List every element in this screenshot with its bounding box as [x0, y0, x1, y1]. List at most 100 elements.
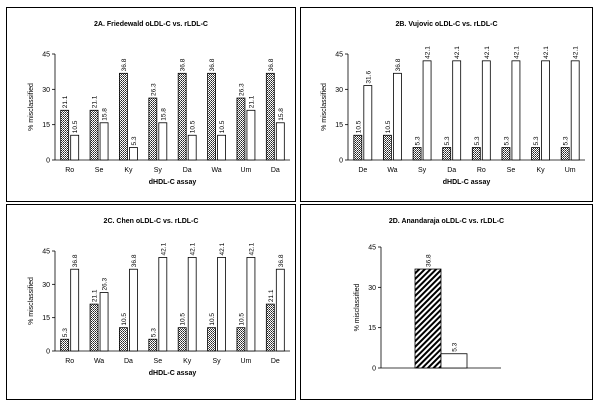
- x-tick-label: Da: [124, 358, 133, 365]
- bar: [471, 147, 481, 161]
- chart-title: 2A. Friedewald oLDL-C vs. rLDL-C: [94, 21, 208, 28]
- bar: [129, 268, 138, 352]
- data-label: 42.1: [513, 46, 520, 59]
- chart-title: 2D. Anandaraja oLDL-C vs. rLDL-C: [388, 218, 505, 225]
- y-tick-label: 15: [42, 315, 50, 322]
- y-tick-label: 15: [368, 325, 376, 332]
- chart-title: 2B. Vujovic oLDL-C vs. rLDL-C: [395, 21, 498, 28]
- bar: [442, 147, 452, 161]
- bar: [207, 72, 216, 161]
- chart-svg: 0 15 30 45 % misclassified 36.8 5.3: [354, 245, 501, 373]
- data-label: 21.1: [248, 95, 255, 108]
- x-tick-label: Ky: [124, 167, 133, 174]
- y-axis-label: % misclassified: [321, 83, 328, 131]
- data-label: 5.3: [474, 136, 481, 145]
- bar: [501, 147, 511, 161]
- bar: [119, 72, 128, 161]
- data-label: 42.1: [425, 46, 432, 59]
- data-label: 5.3: [503, 136, 510, 145]
- panel-2c: 2C. Chen oLDL-C vs. rLDL-C 0 15 30 45 % misc…: [6, 204, 296, 400]
- data-label: 5.3: [415, 136, 422, 145]
- bar: [217, 257, 226, 352]
- x-tick-label: Ro: [477, 167, 486, 174]
- data-label: 10.5: [385, 120, 392, 133]
- bar: [265, 303, 275, 352]
- y-tick-label: 15: [42, 122, 50, 129]
- bar: [177, 327, 187, 352]
- data-label: 5.3: [62, 328, 69, 337]
- y-tick-label: 45: [368, 245, 376, 252]
- bar: [422, 60, 432, 161]
- x-axis-label: dHDL-C assay: [149, 179, 197, 186]
- data-label: 26.3: [102, 278, 109, 291]
- bar: [570, 60, 580, 161]
- bar: [148, 338, 158, 352]
- data-label: 5.3: [452, 342, 459, 351]
- x-tick-label: Se: [154, 358, 163, 365]
- bar: [452, 60, 462, 161]
- data-label: 36.8: [278, 254, 285, 267]
- data-label: 5.3: [533, 136, 540, 145]
- data-label: 42.1: [454, 46, 461, 59]
- data-label: 21.1: [268, 289, 275, 302]
- data-label: 42.1: [190, 242, 197, 255]
- x-tick-label: Um: [565, 167, 576, 174]
- x-tick-label: Da: [183, 167, 192, 174]
- y-tick-label: 45: [42, 52, 50, 59]
- bar: [393, 72, 402, 161]
- data-label: 10.5: [72, 120, 79, 133]
- data-label: 42.1: [248, 242, 255, 255]
- data-label: 26.3: [238, 83, 245, 96]
- bar: [246, 109, 256, 161]
- data-label: 36.8: [209, 58, 216, 71]
- data-label: 42.1: [573, 46, 580, 59]
- x-axis-label: dHDL-C assay: [443, 179, 491, 186]
- bar: [187, 134, 197, 161]
- data-label: 21.1: [92, 95, 99, 108]
- data-label: 15.8: [102, 108, 109, 121]
- data-label: 42.1: [484, 46, 491, 59]
- bar: [531, 147, 540, 161]
- data-label: 10.5: [219, 120, 226, 133]
- data-label: 36.8: [268, 58, 275, 71]
- bar: [158, 257, 168, 352]
- y-tick-label: 30: [368, 285, 376, 292]
- bar: [246, 257, 256, 352]
- data-label: 42.1: [219, 242, 226, 255]
- x-tick-label: Wa: [387, 167, 397, 174]
- bar: [440, 353, 468, 369]
- y-tick-label: 30: [42, 282, 50, 289]
- bar: [414, 268, 442, 369]
- data-label: 36.8: [426, 254, 433, 267]
- x-tick-label: Wa: [211, 167, 221, 174]
- chart-svg: 0 15 30 45 % misclassified 10.5 31.6 De 10.5 36.8…: [321, 46, 585, 186]
- bar: [89, 303, 99, 352]
- bar: [481, 60, 491, 161]
- bar: [353, 134, 363, 161]
- bar: [99, 292, 109, 352]
- x-tick-label: Ky: [536, 167, 545, 174]
- bar: [412, 147, 422, 161]
- x-tick-label: Sy: [154, 167, 163, 174]
- bar: [89, 109, 99, 161]
- data-label: 5.3: [563, 136, 570, 145]
- data-label: 10.5: [209, 313, 216, 326]
- bar: [148, 97, 158, 161]
- x-tick-label: Wa: [94, 358, 104, 365]
- data-label: 21.1: [62, 95, 69, 108]
- bar: [236, 97, 246, 161]
- chart-title: 2C. Chen oLDL-C vs. rLDL-C: [103, 218, 199, 225]
- data-label: 36.8: [180, 58, 187, 71]
- y-tick-label: 45: [42, 249, 50, 256]
- data-label: 42.1: [543, 46, 550, 59]
- bar: [275, 122, 285, 161]
- panel-2b: 2B. Vujovic oLDL-C vs. rLDL-C 0 15 30 45 % m…: [300, 7, 593, 202]
- bar: [60, 109, 70, 161]
- data-label: 15.8: [160, 108, 167, 121]
- data-label: 5.3: [444, 136, 451, 145]
- x-tick-label: Sy: [418, 167, 427, 174]
- data-label: 31.6: [365, 71, 372, 84]
- data-label: 42.1: [160, 242, 167, 255]
